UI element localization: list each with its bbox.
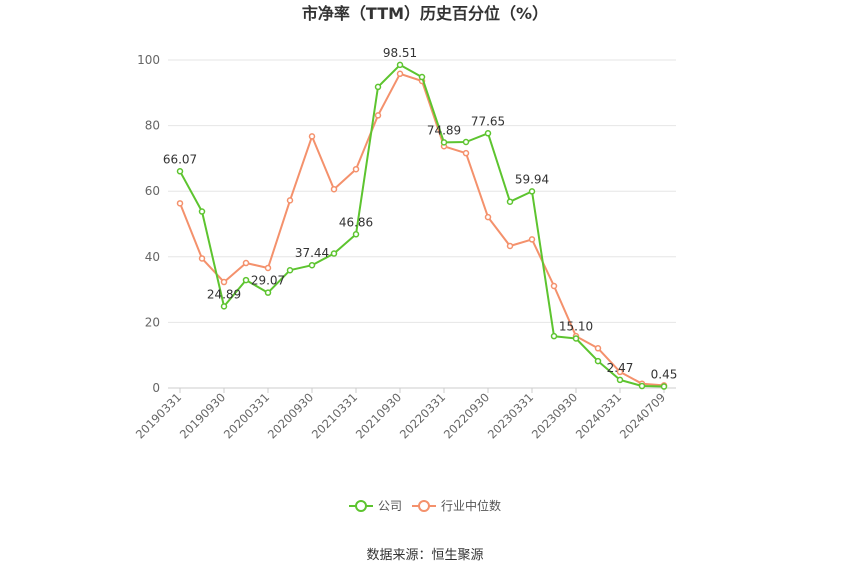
series-0-point [572,335,580,342]
series-1-point [198,255,206,262]
grid [168,59,676,323]
y-tick-label: 0 [152,381,160,395]
series [176,61,668,390]
series-1-point [308,133,316,140]
series-0-point [286,266,294,274]
series-1-point [242,259,250,267]
legend-label: 行业中位数 [441,498,501,513]
series-0-point [374,83,382,91]
x-tick-label: 20190930 [177,390,228,441]
series-1-point [484,213,492,221]
data-label: 0.45 [651,368,678,382]
series-1-point [176,200,184,207]
series-1-point [352,165,360,173]
series-0-point [550,332,558,340]
data-label: 98.51 [383,46,417,60]
series-1-point [550,282,558,290]
series-0-point [198,208,206,215]
data-label: 15.10 [559,319,593,333]
y-tick-label: 60 [145,184,160,198]
series-line-0 [179,63,665,388]
x-tick-label: 20230930 [529,390,580,441]
x-tick-label: 20240331 [573,390,624,441]
legend: 公司 行业中位数 [349,498,501,513]
series-0-point [506,198,514,205]
x-tick-label: 20210930 [353,390,404,441]
series-1-point [220,278,228,286]
x-tick-label: 20210331 [309,390,360,441]
series-0-point [396,61,404,69]
data-label: 2.47 [607,361,634,375]
series-0-point [352,231,360,238]
data-label: 59.94 [515,172,549,186]
y-tick-label: 100 [137,53,160,67]
chart-title: 市净率（TTM）历史百分位（%） [302,4,548,23]
x-tick-label: 20190331 [133,390,184,441]
series-1-point [286,197,294,204]
data-label: 46.86 [339,215,373,229]
series-1-point [374,112,382,119]
x-tick-label: 20240709 [617,390,668,441]
series-0-point [594,357,602,365]
series-0-point [264,289,272,296]
x-tick-label: 20220331 [397,390,448,441]
data-label: 37.44 [295,246,329,260]
series-0-point [484,130,492,137]
series-0-point [308,261,316,269]
series-0-point [638,382,646,390]
x-tick-label: 20200331 [221,390,272,441]
series-line-1 [179,72,665,387]
data-label: 66.07 [163,152,197,166]
series-1-point [594,345,602,352]
series-1-point [528,236,536,243]
series-0-point [220,303,228,310]
source-note: 数据来源：恒生聚源 [366,548,483,563]
series-0-point [418,73,426,81]
series-0-point [616,376,624,384]
series-0-point [462,138,470,146]
series-1-point [506,242,514,250]
data-label: 29.07 [251,274,285,288]
x-tick-label: 20200930 [265,390,316,441]
y-tick-label: 20 [145,315,160,329]
series-0-point [660,383,668,390]
series-0-point [242,276,250,284]
x-tick-label: 20230331 [485,390,536,441]
series-1-point [396,70,404,78]
series-1-point [330,185,338,193]
legend-label: 公司 [378,499,402,513]
legend-swatch-marker [355,500,367,512]
series-0-point [528,188,536,195]
x-tick-label: 20220930 [441,390,492,441]
series-0-point [440,139,448,146]
axes: 0 20 40 60 80 100 2019033120190930202003312020… [133,53,676,442]
series-0-point [330,250,338,257]
legend-swatch-marker [418,500,430,512]
series-1-point [462,149,470,157]
data-label: 74.89 [427,123,461,137]
y-tick-label: 40 [145,250,160,264]
data-label: 24.89 [207,287,241,301]
series-0-point [176,168,184,175]
series-1-point [616,368,624,376]
data-labels: 66.07 24.89 29.07 37.44 46.86 98.51 74.89 77.65… [163,46,678,382]
y-tick-label: 80 [145,119,160,133]
data-label: 77.65 [471,114,505,128]
series-1-point [264,264,272,272]
